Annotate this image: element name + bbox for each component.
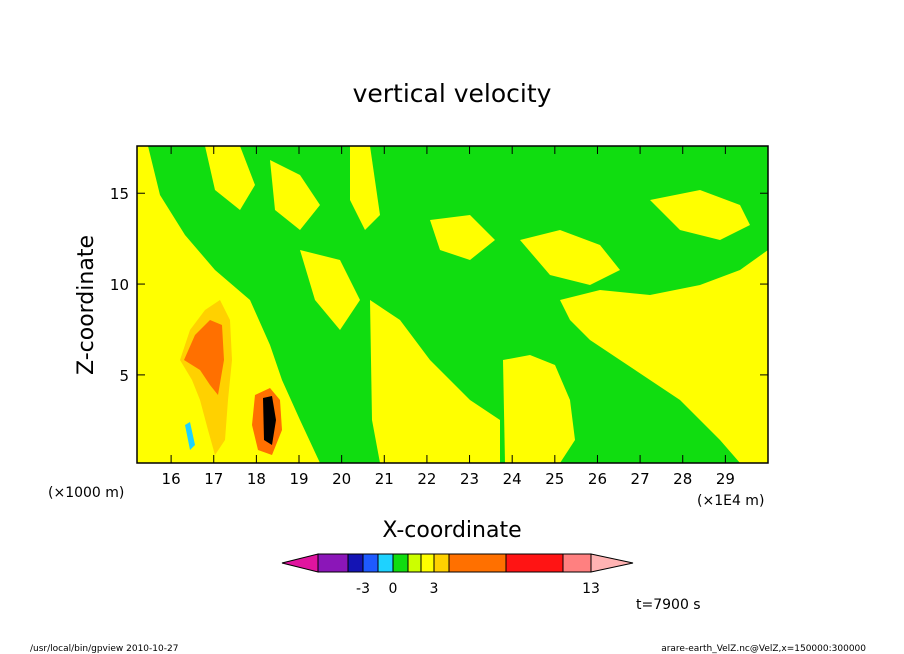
colorbar-segment (420, 553, 435, 573)
colorbar-segment (433, 553, 450, 573)
x-tick-label: 26 (588, 470, 607, 488)
colorbar-segment (347, 553, 364, 573)
region-dark-core (263, 396, 276, 445)
colorbar-segment (562, 553, 592, 573)
colorbar-segment (505, 553, 564, 573)
region-yellow-top-c (350, 146, 380, 230)
x-axis: 16 17 18 19 20 21 22 23 24 25 26 27 28 29 (162, 146, 735, 488)
x-tick-label: 29 (716, 470, 735, 488)
colorbar: -3 0 3 13 (281, 553, 634, 597)
y-axis-label: Z-coordinate (74, 235, 99, 375)
colorbar-label: 0 (389, 581, 398, 597)
region-orange-plume (184, 320, 224, 395)
x-tick-label: 18 (247, 470, 266, 488)
colorbar-segment (448, 553, 507, 573)
x-tick-label: 28 (673, 470, 692, 488)
x-tick-label: 27 (631, 470, 650, 488)
x-tick-label: 19 (289, 470, 308, 488)
x-tick-label: 21 (375, 470, 394, 488)
footer-program: /usr/local/bin/gpview 2010-10-27 (30, 644, 178, 654)
colorbar-segment (377, 553, 394, 573)
region-yellow-right-top (650, 190, 750, 240)
colorbar-segment (317, 553, 349, 573)
colorbar-segment (392, 553, 409, 573)
y-tick-label: 5 (119, 367, 129, 385)
colorbar-segment (407, 553, 422, 573)
region-yellow-top-a (205, 146, 255, 210)
time-label: t=7900 s (636, 597, 701, 613)
y-axis: 5 10 15 (110, 185, 768, 385)
x-unit-label: (×1E4 m) (697, 493, 764, 509)
region-yellow-mid (503, 355, 575, 463)
y-unit-label: (×1000 m) (48, 485, 124, 501)
plot-frame (136, 145, 769, 464)
x-axis-label: X-coordinate (382, 518, 521, 543)
footer-source: arare-earth_VelZ.nc@VelZ,x=150000:300000 (661, 644, 866, 654)
colorbar-label: 3 (430, 581, 439, 597)
contour-field (137, 146, 768, 463)
region-yellow-right-upper (520, 230, 620, 285)
region-yellow-left (137, 146, 320, 463)
x-tick-label: 16 (162, 470, 181, 488)
region-yellow-right (560, 250, 768, 463)
colorbar-segment (590, 553, 634, 573)
y-tick-label: 10 (110, 276, 129, 294)
x-tick-label: 24 (503, 470, 522, 488)
region-yellow-center-upper (300, 250, 360, 330)
chart-title: vertical velocity (353, 79, 552, 108)
y-tick-label: 15 (110, 185, 129, 203)
colorbar-segment (362, 553, 379, 573)
x-tick-label: 25 (545, 470, 564, 488)
region-yellow-top-b (270, 160, 320, 230)
region-yellow-top-d (430, 215, 495, 260)
x-tick-label: 17 (204, 470, 223, 488)
region-cyan-spot (185, 422, 195, 450)
x-tick-label: 20 (332, 470, 351, 488)
region-yellow-center (370, 300, 500, 463)
colorbar-segment (281, 553, 319, 573)
colorbar-label: 13 (582, 581, 600, 597)
colorbar-label: -3 (356, 581, 370, 597)
x-tick-label: 22 (417, 470, 436, 488)
x-tick-label: 23 (460, 470, 479, 488)
